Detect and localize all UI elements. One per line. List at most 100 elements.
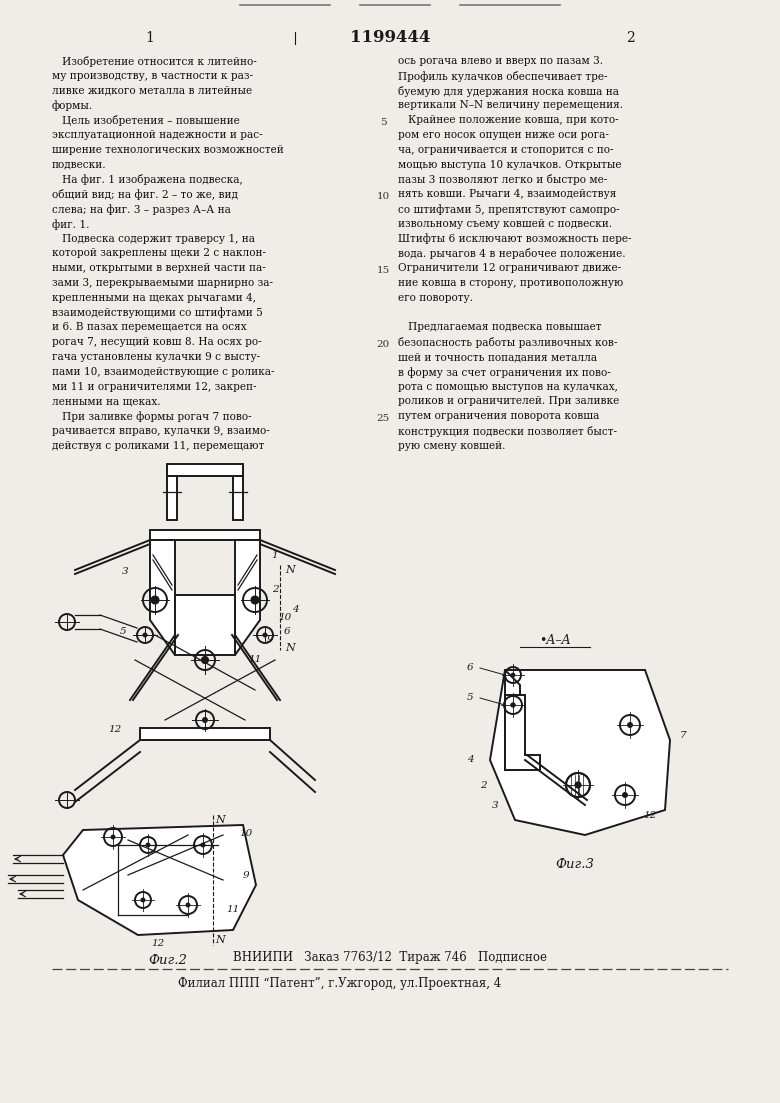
Text: пазы 3 позволяют легко и быстро ме-: пазы 3 позволяют легко и быстро ме- xyxy=(398,174,608,185)
Text: 15: 15 xyxy=(377,266,390,275)
Text: Цель изобретения – повышение: Цель изобретения – повышение xyxy=(52,115,239,126)
Text: Подвеска содержит траверсу 1, на: Подвеска содержит траверсу 1, на xyxy=(52,234,255,244)
Text: слева; на фиг. 3 – разрез А–А на: слева; на фиг. 3 – разрез А–А на xyxy=(52,204,231,215)
Polygon shape xyxy=(490,670,670,835)
Text: рота с помощью выступов на кулачках,: рота с помощью выступов на кулачках, xyxy=(398,382,618,392)
Text: 6: 6 xyxy=(284,628,290,636)
Text: 1199444: 1199444 xyxy=(349,30,431,46)
FancyBboxPatch shape xyxy=(140,728,270,740)
Circle shape xyxy=(263,632,268,638)
Circle shape xyxy=(146,843,151,847)
Text: N: N xyxy=(215,815,225,825)
Text: 2: 2 xyxy=(626,31,634,45)
Text: ча, ограничивается и стопорится с по-: ча, ограничивается и стопорится с по- xyxy=(398,144,614,154)
Text: 10: 10 xyxy=(239,828,253,837)
Text: буемую для удержания носка ковша на: буемую для удержания носка ковша на xyxy=(398,86,619,97)
Polygon shape xyxy=(505,670,520,770)
FancyBboxPatch shape xyxy=(167,465,177,520)
Text: Предлагаемая подвеска повышает: Предлагаемая подвеска повышает xyxy=(398,322,601,332)
Text: подвески.: подвески. xyxy=(52,160,107,170)
Text: 25: 25 xyxy=(377,414,390,424)
Text: общий вид; на фиг. 2 – то же, вид: общий вид; на фиг. 2 – то же, вид xyxy=(52,190,238,201)
Circle shape xyxy=(511,673,516,677)
Text: ние ковша в сторону, противоположную: ние ковша в сторону, противоположную xyxy=(398,278,623,288)
Text: 1: 1 xyxy=(271,550,278,559)
Text: 12: 12 xyxy=(108,726,122,735)
Text: N: N xyxy=(215,935,225,945)
Text: ВНИИПИ   Заказ 7763/12  Тираж 746   Подписное: ВНИИПИ Заказ 7763/12 Тираж 746 Подписное xyxy=(233,952,547,964)
Circle shape xyxy=(143,632,147,638)
Text: 4: 4 xyxy=(466,756,473,764)
Text: На фиг. 1 изображена подвеска,: На фиг. 1 изображена подвеска, xyxy=(52,174,243,185)
Text: нять ковши. Рычаги 4, взаимодействуя: нять ковши. Рычаги 4, взаимодействуя xyxy=(398,190,616,200)
Text: Фиг.3: Фиг.3 xyxy=(555,858,594,871)
Text: Крайнее положение ковша, при кото-: Крайнее положение ковша, при кото- xyxy=(398,115,619,126)
Circle shape xyxy=(251,596,259,604)
Polygon shape xyxy=(505,695,540,770)
Text: действуя с роликами 11, перемещают: действуя с роликами 11, перемещают xyxy=(52,441,264,451)
Text: 5: 5 xyxy=(119,628,126,636)
Text: N: N xyxy=(285,643,295,653)
Text: 5: 5 xyxy=(380,118,386,127)
Text: которой закреплены щеки 2 с наклон-: которой закреплены щеки 2 с наклон- xyxy=(52,248,266,258)
Text: пами 10, взаимодействующие с ролика-: пами 10, взаимодействующие с ролика- xyxy=(52,367,275,377)
Text: •A–A: •A–A xyxy=(539,633,571,646)
Text: крепленными на щеках рычагами 4,: крепленными на щеках рычагами 4, xyxy=(52,292,256,303)
FancyBboxPatch shape xyxy=(175,595,235,655)
Text: 1: 1 xyxy=(146,31,154,45)
Text: 6: 6 xyxy=(466,664,473,673)
Text: N: N xyxy=(285,565,295,575)
Circle shape xyxy=(186,902,190,908)
Circle shape xyxy=(622,792,628,797)
Text: формы.: формы. xyxy=(52,100,94,111)
Circle shape xyxy=(151,596,159,604)
Text: 10: 10 xyxy=(278,613,292,622)
Text: 3: 3 xyxy=(491,801,498,810)
Text: Изобретение относится к литейно-: Изобретение относится к литейно- xyxy=(52,56,257,67)
Polygon shape xyxy=(63,825,256,935)
Text: 9: 9 xyxy=(267,635,273,644)
Text: шей и точность попадания металла: шей и точность попадания металла xyxy=(398,352,597,362)
Text: 9: 9 xyxy=(243,870,250,879)
Text: 11: 11 xyxy=(248,655,261,664)
Circle shape xyxy=(111,835,115,839)
Text: ось рогача влево и вверх по пазам 3.: ось рогача влево и вверх по пазам 3. xyxy=(398,56,603,66)
Text: 3: 3 xyxy=(122,568,129,577)
Text: гача установлены кулачки 9 с высту-: гача установлены кулачки 9 с высту- xyxy=(52,352,260,362)
Text: му производству, в частности к раз-: му производству, в частности к раз- xyxy=(52,71,253,81)
Text: 7: 7 xyxy=(679,730,686,739)
Text: Филиал ППП “Патент”, г.Ужгород, ул.Проектная, 4: Филиал ППП “Патент”, г.Ужгород, ул.Проек… xyxy=(179,977,502,990)
Circle shape xyxy=(140,898,146,902)
Text: рую смену ковшей.: рую смену ковшей. xyxy=(398,441,505,451)
Circle shape xyxy=(202,717,208,722)
Text: Фиг.2: Фиг.2 xyxy=(148,953,187,966)
Text: и 6. В пазах перемещается на осях: и 6. В пазах перемещается на осях xyxy=(52,322,246,332)
Text: 11: 11 xyxy=(226,906,239,914)
Text: ливке жидкого металла в литейные: ливке жидкого металла в литейные xyxy=(52,86,252,96)
Polygon shape xyxy=(150,540,175,655)
Circle shape xyxy=(627,722,633,728)
Text: 12: 12 xyxy=(644,811,657,820)
Text: При заливке формы рогач 7 пово-: При заливке формы рогач 7 пово- xyxy=(52,411,252,422)
Text: рогач 7, несущий ковш 8. На осях ро-: рогач 7, несущий ковш 8. На осях ро- xyxy=(52,338,261,347)
Circle shape xyxy=(200,843,205,847)
Text: в форму за счет ограничения их пово-: в форму за счет ограничения их пово- xyxy=(398,367,611,377)
Text: 12: 12 xyxy=(151,939,165,947)
Text: взаимодействующими со штифтами 5: взаимодействующими со штифтами 5 xyxy=(52,308,263,319)
Text: 20: 20 xyxy=(377,340,390,350)
Text: 2: 2 xyxy=(480,781,486,790)
Text: фиг. 1.: фиг. 1. xyxy=(52,218,90,229)
Text: конструкция подвески позволяет быст-: конструкция подвески позволяет быст- xyxy=(398,426,617,437)
Text: со штифтами 5, препятствуют самопро-: со штифтами 5, препятствуют самопро- xyxy=(398,204,619,215)
FancyBboxPatch shape xyxy=(167,464,243,476)
Text: ными, открытыми в верхней части па-: ными, открытыми в верхней части па- xyxy=(52,264,266,274)
FancyBboxPatch shape xyxy=(150,531,260,540)
Polygon shape xyxy=(235,540,260,655)
FancyBboxPatch shape xyxy=(233,465,243,520)
Text: безопасность работы разливочных ков-: безопасность работы разливочных ков- xyxy=(398,338,618,349)
Text: путем ограничения поворота ковша: путем ограничения поворота ковша xyxy=(398,411,599,421)
Text: ширение технологических возможностей: ширение технологических возможностей xyxy=(52,144,284,154)
Text: ленными на щеках.: ленными на щеках. xyxy=(52,396,161,406)
Circle shape xyxy=(201,656,208,664)
Text: ми 11 и ограничителями 12, закреп-: ми 11 и ограничителями 12, закреп- xyxy=(52,382,257,392)
